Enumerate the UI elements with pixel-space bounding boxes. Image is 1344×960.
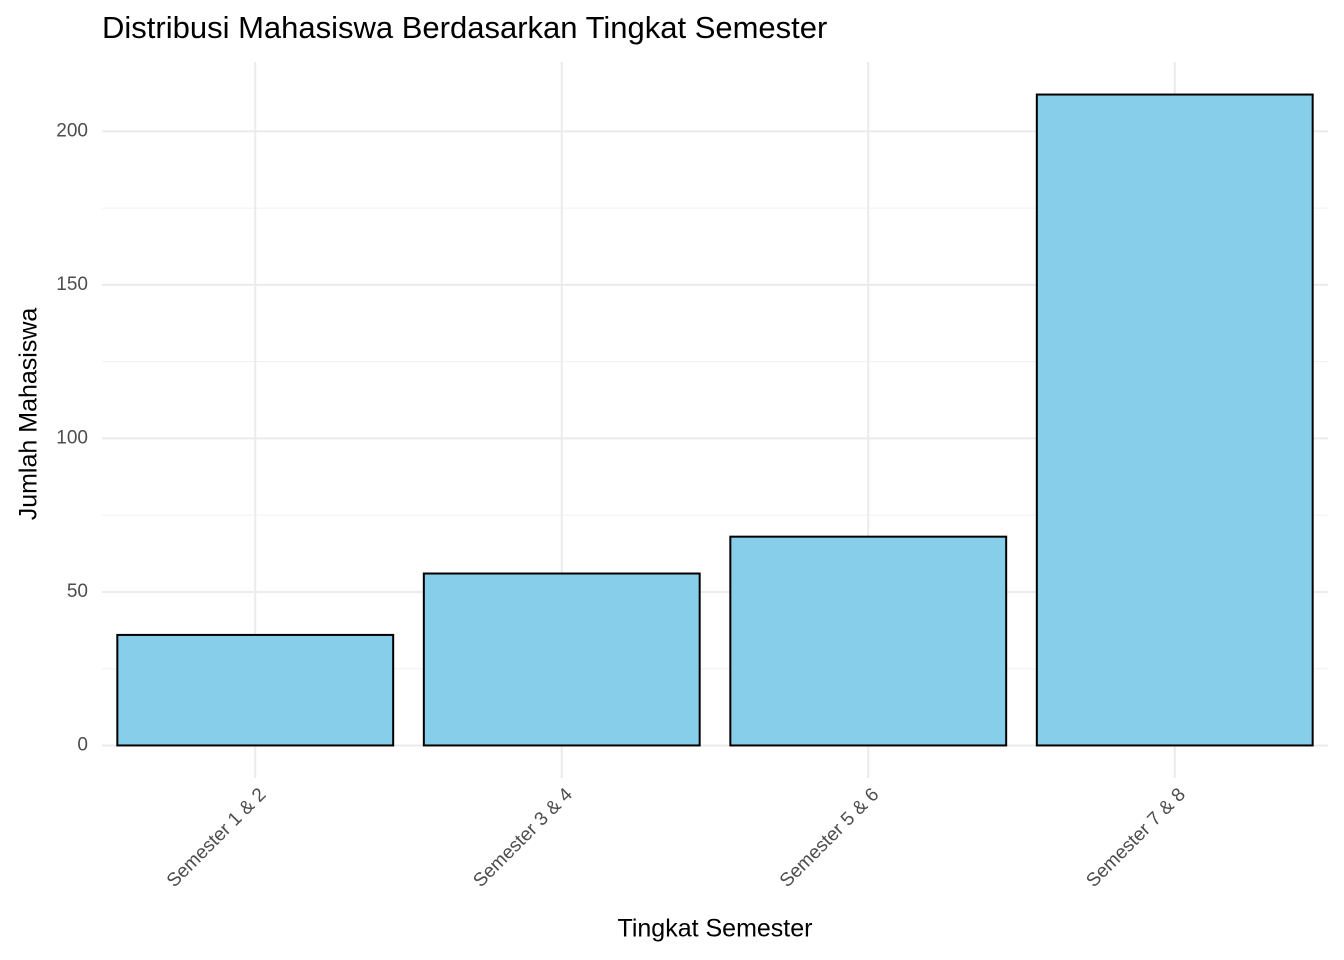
y-tick-label: 0 bbox=[77, 734, 88, 755]
y-tick-label: 200 bbox=[56, 120, 88, 141]
y-tick-label: 50 bbox=[67, 581, 88, 602]
x-tick-label: Semester 5 & 6 bbox=[776, 784, 883, 891]
bar bbox=[729, 535, 1008, 747]
bar bbox=[1035, 93, 1314, 747]
x-tick-label: Semester 7 & 8 bbox=[1082, 784, 1189, 891]
chart-title: Distribusi Mahasiswa Berdasarkan Tingkat… bbox=[102, 10, 827, 45]
y-tick-label: 150 bbox=[56, 274, 88, 295]
y-tick-label: 100 bbox=[56, 427, 88, 448]
x-axis-label: Tingkat Semester bbox=[618, 915, 813, 943]
x-tick-label: Semester 3 & 4 bbox=[469, 784, 577, 892]
bar bbox=[422, 572, 701, 747]
x-tick-label: Semester 1 & 2 bbox=[163, 784, 270, 891]
bar bbox=[116, 633, 395, 747]
y-axis-label: Jumlah Mahasiswa bbox=[15, 308, 43, 521]
